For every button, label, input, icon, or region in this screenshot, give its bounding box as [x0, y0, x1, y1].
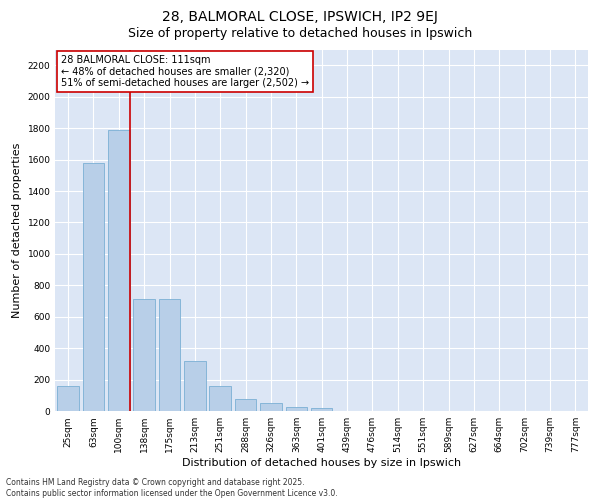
Bar [286, 407, 307, 411]
Bar [209, 386, 231, 411]
Bar [184, 361, 206, 411]
Text: 28, BALMORAL CLOSE, IPSWICH, IP2 9EJ: 28, BALMORAL CLOSE, IPSWICH, IP2 9EJ [162, 10, 438, 24]
Text: Contains HM Land Registry data © Crown copyright and database right 2025.
Contai: Contains HM Land Registry data © Crown c… [6, 478, 338, 498]
Bar [311, 408, 332, 411]
Bar [133, 299, 155, 411]
X-axis label: Distribution of detached houses by size in Ipswich: Distribution of detached houses by size … [182, 458, 461, 468]
Bar [159, 299, 181, 411]
Bar [235, 398, 256, 411]
Bar [260, 404, 282, 411]
Y-axis label: Number of detached properties: Number of detached properties [12, 142, 22, 318]
Text: Size of property relative to detached houses in Ipswich: Size of property relative to detached ho… [128, 28, 472, 40]
Text: 28 BALMORAL CLOSE: 111sqm
← 48% of detached houses are smaller (2,320)
51% of se: 28 BALMORAL CLOSE: 111sqm ← 48% of detac… [61, 55, 309, 88]
Bar [108, 130, 130, 411]
Bar [58, 386, 79, 411]
Bar [83, 162, 104, 411]
